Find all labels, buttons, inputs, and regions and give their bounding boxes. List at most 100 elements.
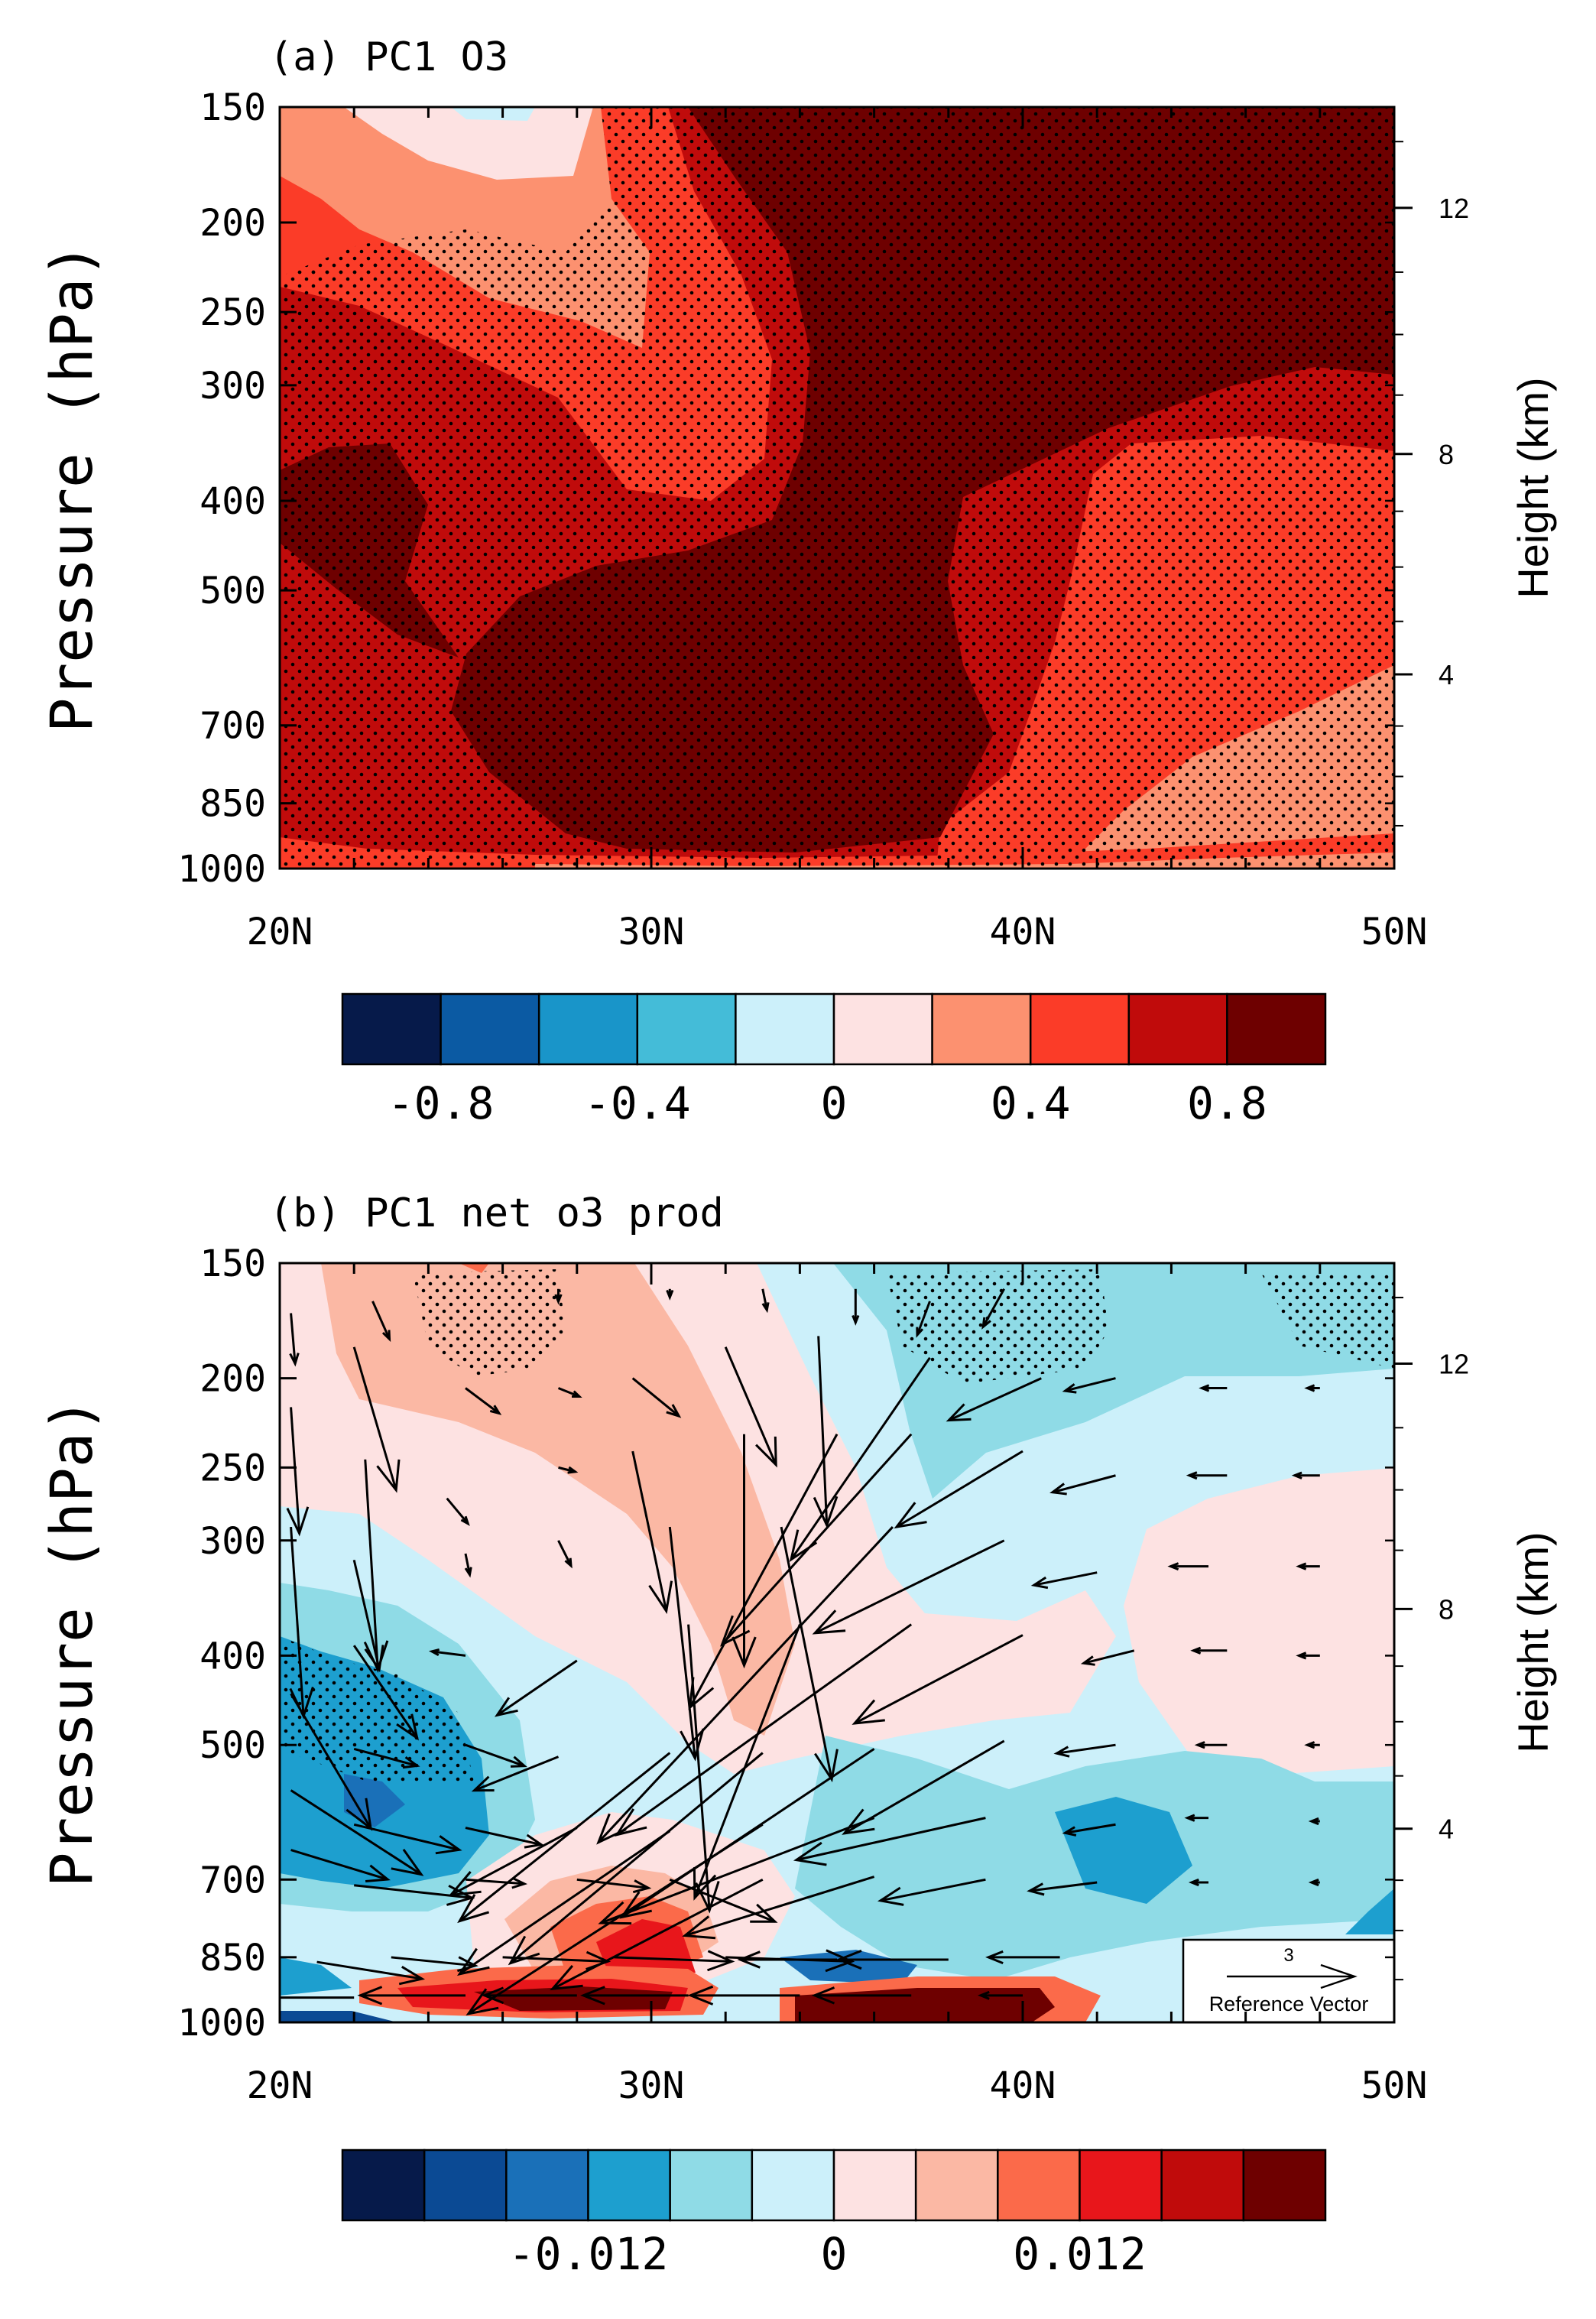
y2-tick-label: 4 [1439,659,1454,690]
y2-tick-label: 12 [1439,1348,1469,1379]
wind-vector [600,1817,875,1924]
reference-vector-head [1320,1963,1358,1989]
wind-vector-head [586,1950,611,1970]
wind-vector-head [567,1466,579,1474]
wind-vector [467,1824,764,2015]
colorbar-swatch [669,2148,754,2222]
wind-vector [557,1387,580,1398]
wind-vector [316,1960,423,1980]
wind-vector [290,1526,305,1717]
wind-vector [446,1497,469,1525]
colorbar-swatch [1242,2148,1327,2222]
stipple-b-top-right2 [1261,1273,1394,1369]
colorbar-swatch [751,2148,835,2222]
wind-vector-head [1188,1878,1199,1887]
wind-vector-head [1053,1746,1070,1758]
stipple-a-upper [280,107,772,501]
y2-tick-label: 12 [1439,193,1469,224]
wind-vector [854,1634,1023,1725]
wind-vector-head [985,1950,1004,1964]
wind-vector-head [1296,1652,1307,1660]
wind-vector [616,1623,913,1836]
y-tick-label: 150 [200,1242,266,1285]
wind-vector-head [376,1459,401,1493]
contour-b-ul-pos3 [459,1263,489,1273]
colorbar-swatch [1029,992,1130,1066]
x-tick-label: 40N [990,2064,1056,2107]
colorbar-swatch [1079,2148,1163,2222]
contour-b-r-pos [1124,1468,1394,1774]
wind-vector [450,1827,578,1896]
x-tick-label: 50N [1361,2064,1428,2107]
panel-a-axes: 150 200 250 300 400 500 700 850 1000 20N 30N 40N 50N… [177,86,1469,953]
wind-vector-head [1167,1562,1179,1570]
wind-vector [465,1387,500,1414]
contour-b-r-neg [1345,1889,1394,1934]
wind-vector-head [977,1990,990,2000]
x-tick-label: 50N [1361,911,1428,953]
colorbar-swatch [587,2148,671,2222]
y-tick-label: 700 [200,705,266,748]
x-tick-label: 20N [247,911,313,953]
y-tick-label: 400 [200,1635,266,1678]
wind-vector-head [564,1557,573,1569]
panel-a-colorbar: -0.8 -0.4 0 0.4 0.8 [341,992,1327,1129]
wind-vector-head [894,1502,927,1529]
wind-vector-head [946,1403,972,1422]
contour-b-ul-pos2 [321,1263,795,1736]
y-tick-label: 500 [200,1724,266,1767]
wind-vector [509,1752,764,1964]
wind-vector [693,1624,801,1898]
contour-b-bot-left [280,2011,397,2022]
wind-vector [614,1956,732,1963]
wind-vector-head [471,1775,495,1792]
wind-vector [790,1356,931,1561]
wind-vector-head [737,1950,761,1969]
wind-vector-head [1062,1826,1077,1837]
wind-vector-head [402,1755,420,1769]
wind-vector [464,1553,471,1575]
wind-vector-head [680,1728,705,1762]
wind-vector [465,1827,542,1846]
colorbar-swatch [735,992,835,1066]
wind-vector-head [435,1835,462,1855]
wind-vector [576,1878,649,1889]
stipple-a-main [280,107,1394,869]
colorbar-swatch [1160,2148,1245,2222]
wind-vector [668,1526,696,1759]
panel-b-y2label: Height (km) [1509,1531,1557,1752]
wind-vector [1052,1474,1116,1494]
wind-vector-head [811,1986,835,2005]
wind-vector-head [524,1833,544,1849]
wind-vector-head [666,1289,674,1301]
stipple-b-top [413,1269,566,1376]
wind-vector [814,1539,1005,1635]
wind-vector [721,1433,913,1645]
contour-a-ul-00 [344,107,593,180]
wind-vector [780,1526,833,1780]
wind-vector-head [842,1808,875,1835]
wind-vector-head [682,1915,716,1940]
wind-vector [796,1817,986,1862]
wind-vector [724,1346,777,1466]
colorbar-swatch [505,2148,589,2222]
y2-tick-label: 8 [1439,1593,1454,1625]
wind-vector-head [813,1496,839,1528]
wind-vector [631,1450,668,1612]
x-tick-label: 20N [247,2064,313,2107]
wind-vector [1065,1823,1116,1834]
colorbar-swatch [341,992,442,1066]
wind-vector-head [825,1949,855,1973]
panel-b-frame [278,1262,1396,2024]
wind-vector [1033,1571,1098,1587]
x-tick-label: 40N [990,911,1056,953]
y-tick-label: 1000 [177,848,266,891]
colorbar-swatch [636,992,737,1066]
wind-vector-head [489,1405,502,1415]
wind-vector-head [877,1886,904,1906]
wind-vector-head [835,1949,862,1970]
wind-vector [502,1956,608,1963]
stipple-a-ul-strip [283,199,650,348]
y-tick-label: 300 [200,1520,266,1563]
